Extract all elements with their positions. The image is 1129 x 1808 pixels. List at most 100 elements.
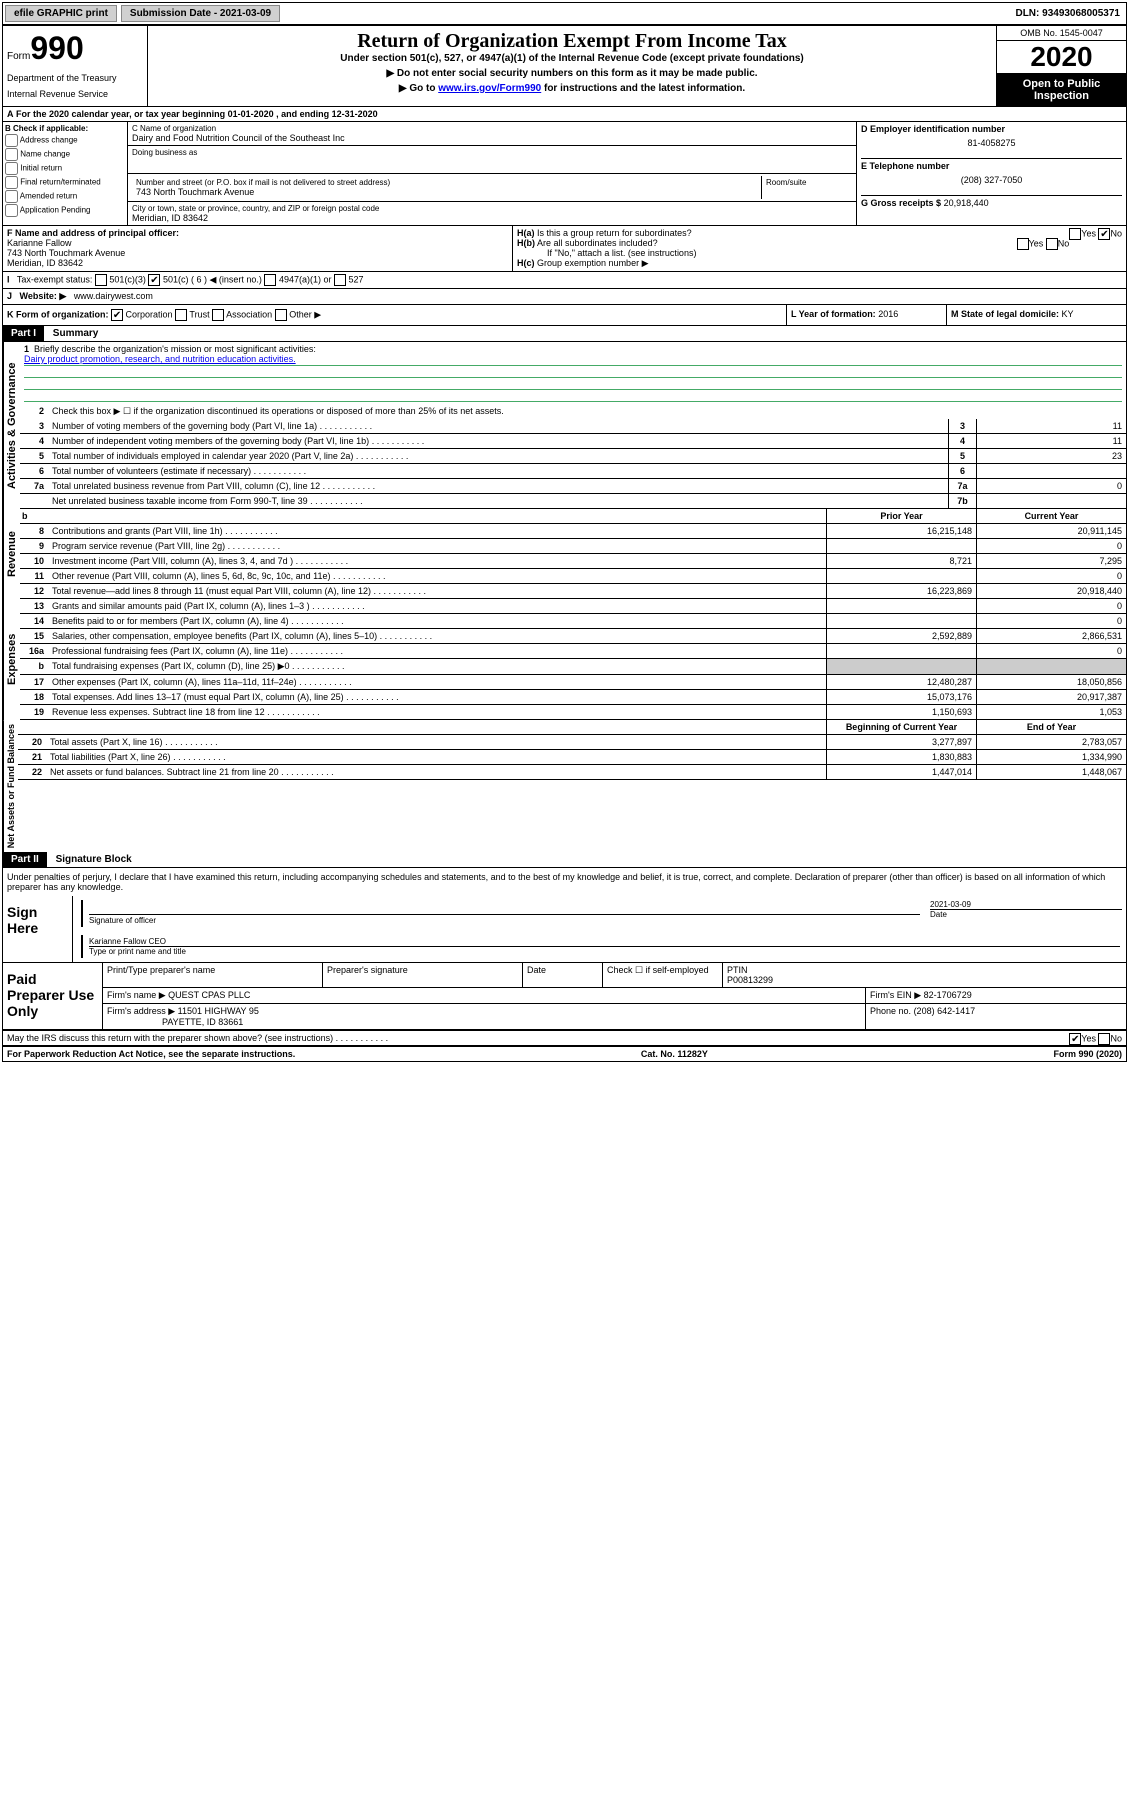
data-line: 9 Program service revenue (Part VIII, li… <box>20 539 1126 554</box>
efile-print-button[interactable]: efile GRAPHIC print <box>5 5 117 22</box>
line-num: 8 <box>20 524 48 538</box>
submission-date-button[interactable]: Submission Date - 2021-03-09 <box>121 5 280 22</box>
dln-label: DLN: 93493068005371 <box>1009 6 1126 21</box>
data-line: 13 Grants and similar amounts paid (Part… <box>20 599 1126 614</box>
cb-final-return[interactable]: Final return/terminated <box>5 176 125 189</box>
k-label: K Form of organization: <box>7 309 109 319</box>
part1-netassets: Net Assets or Fund Balances Beginning of… <box>3 720 1126 852</box>
cb-pending[interactable]: Application Pending <box>5 204 125 217</box>
firm-phone-value: (208) 642-1417 <box>914 1006 976 1016</box>
discuss-no-checkbox[interactable] <box>1098 1033 1110 1045</box>
tax-4947-checkbox[interactable] <box>264 274 276 286</box>
row-m: M State of legal domicile: KY <box>946 305 1126 325</box>
line-value: 23 <box>976 449 1126 463</box>
ha-no-checkbox[interactable] <box>1098 228 1110 240</box>
current-value: 0 <box>976 614 1126 628</box>
cb-label: Application Pending <box>20 206 91 215</box>
firm-name-value: QUEST CPAS PLLC <box>168 990 250 1000</box>
gross-row: G Gross receipts $ 20,918,440 <box>861 195 1122 208</box>
line-a-period: A For the 2020 calendar year, or tax yea… <box>3 107 1126 122</box>
room-label: Room/suite <box>766 178 848 187</box>
mission-blank <box>24 390 1122 402</box>
form-subtitle-1: Under section 501(c), 527, or 4947(a)(1)… <box>152 53 992 64</box>
tax-527-checkbox[interactable] <box>334 274 346 286</box>
blank: b <box>20 509 826 523</box>
part2-header-row: Part II Signature Block <box>3 852 1126 868</box>
instructions-link[interactable]: www.irs.gov/Form990 <box>438 83 541 94</box>
line-box: 5 <box>948 449 976 463</box>
k-trust-checkbox[interactable] <box>175 309 187 321</box>
data-line: 3 Number of voting members of the govern… <box>20 419 1126 434</box>
col-h-group: H(a) Is this a group return for subordin… <box>513 226 1126 271</box>
prep-row-1: Print/Type preparer's name Preparer's si… <box>103 963 1126 988</box>
tax-501c-checkbox[interactable] <box>148 274 160 286</box>
sign-body: Signature of officer 2021-03-09 Date Kar… <box>73 896 1126 962</box>
k-assoc: Association <box>226 309 272 319</box>
net-header: Beginning of Current Year End of Year <box>18 720 1126 735</box>
mission-blank <box>24 366 1122 378</box>
website-value: www.dairywest.com <box>74 291 153 301</box>
net-body: Beginning of Current Year End of Year 20… <box>18 720 1126 852</box>
data-line: 10 Investment income (Part VIII, column … <box>20 554 1126 569</box>
line-desc: Other revenue (Part VIII, column (A), li… <box>48 569 826 583</box>
ha-yes-checkbox[interactable] <box>1069 228 1081 240</box>
firm-name-label: Firm's name ▶ <box>107 990 166 1000</box>
line-desc: Total revenue—add lines 8 through 11 (mu… <box>48 584 826 598</box>
hb-yes-checkbox[interactable] <box>1017 238 1029 250</box>
form-subtitle-2: ▶ Do not enter social security numbers o… <box>152 68 992 79</box>
end-hdr: End of Year <box>976 720 1126 734</box>
cb-amended[interactable]: Amended return <box>5 190 125 203</box>
prep-row-2: Firm's name ▶ QUEST CPAS PLLC Firm's EIN… <box>103 988 1126 1004</box>
cb-initial-return[interactable]: Initial return <box>5 162 125 175</box>
form-title: Return of Organization Exempt From Incom… <box>152 30 992 53</box>
side-expenses: Expenses <box>3 599 20 720</box>
l1-label: Briefly describe the organization's miss… <box>34 344 316 354</box>
part1-revenue: Revenue b Prior Year Current Year 8 Cont… <box>3 509 1126 599</box>
prior-value <box>826 539 976 553</box>
beginning-hdr: Beginning of Current Year <box>826 720 976 734</box>
cb-address-change[interactable]: Address change <box>5 134 125 147</box>
city-row: City or town, state or province, country… <box>128 202 856 225</box>
current-value: 18,050,856 <box>976 675 1126 689</box>
line-num: 7a <box>20 479 48 493</box>
firm-phone-label: Phone no. <box>870 1006 911 1016</box>
street-row: Number and street (or P.O. box if mail i… <box>128 174 856 202</box>
k-assoc-checkbox[interactable] <box>212 309 224 321</box>
data-line: 14 Benefits paid to or for members (Part… <box>20 614 1126 629</box>
line-num: 6 <box>20 464 48 478</box>
paid-label: Paid Preparer Use Only <box>3 963 103 1029</box>
k-other-checkbox[interactable] <box>275 309 287 321</box>
department-label: Department of the Treasury <box>7 73 143 83</box>
k-corp-checkbox[interactable] <box>111 309 123 321</box>
hb-no-checkbox[interactable] <box>1046 238 1058 250</box>
street-value: 743 North Touchmark Avenue <box>136 187 757 197</box>
k-corp: Corporation <box>126 309 173 319</box>
h-a-row: H(a) Is this a group return for subordin… <box>517 228 1122 238</box>
inspect-line2: Inspection <box>1001 90 1122 102</box>
paid-preparer-row: Paid Preparer Use Only Print/Type prepar… <box>3 963 1126 1030</box>
footer-right: Form 990 (2020) <box>1053 1049 1122 1059</box>
l-value: 2016 <box>878 309 898 319</box>
data-line: 19 Revenue less expenses. Subtract line … <box>20 705 1126 720</box>
cb-name-change[interactable]: Name change <box>5 148 125 161</box>
prior-value: 12,480,287 <box>826 675 976 689</box>
line-desc: Professional fundraising fees (Part IX, … <box>48 644 826 658</box>
prior-value <box>826 614 976 628</box>
hc-text: Group exemption number ▶ <box>537 258 648 268</box>
tax-501c3-checkbox[interactable] <box>95 274 107 286</box>
sig-date-label: Date <box>930 909 1122 919</box>
current-value: 7,295 <box>976 554 1126 568</box>
tax-year: 2020 <box>997 41 1126 74</box>
line-num: 21 <box>18 750 46 764</box>
line-desc: Revenue less expenses. Subtract line 18 … <box>48 705 826 719</box>
prior-value: 1,447,014 <box>826 765 976 779</box>
data-line: 6 Total number of volunteers (estimate i… <box>20 464 1126 479</box>
exp-body: 13 Grants and similar amounts paid (Part… <box>20 599 1126 720</box>
col-c-org-info: C Name of organization Dairy and Food Nu… <box>128 122 856 225</box>
data-line: b Total fundraising expenses (Part IX, c… <box>20 659 1126 675</box>
perjury-text: Under penalties of perjury, I declare th… <box>3 868 1126 896</box>
gross-value: 20,918,440 <box>944 198 989 208</box>
form-label: Form <box>7 51 30 62</box>
line-desc: Check this box ▶ ☐ if the organization d… <box>48 404 1126 419</box>
discuss-yes-checkbox[interactable] <box>1069 1033 1081 1045</box>
